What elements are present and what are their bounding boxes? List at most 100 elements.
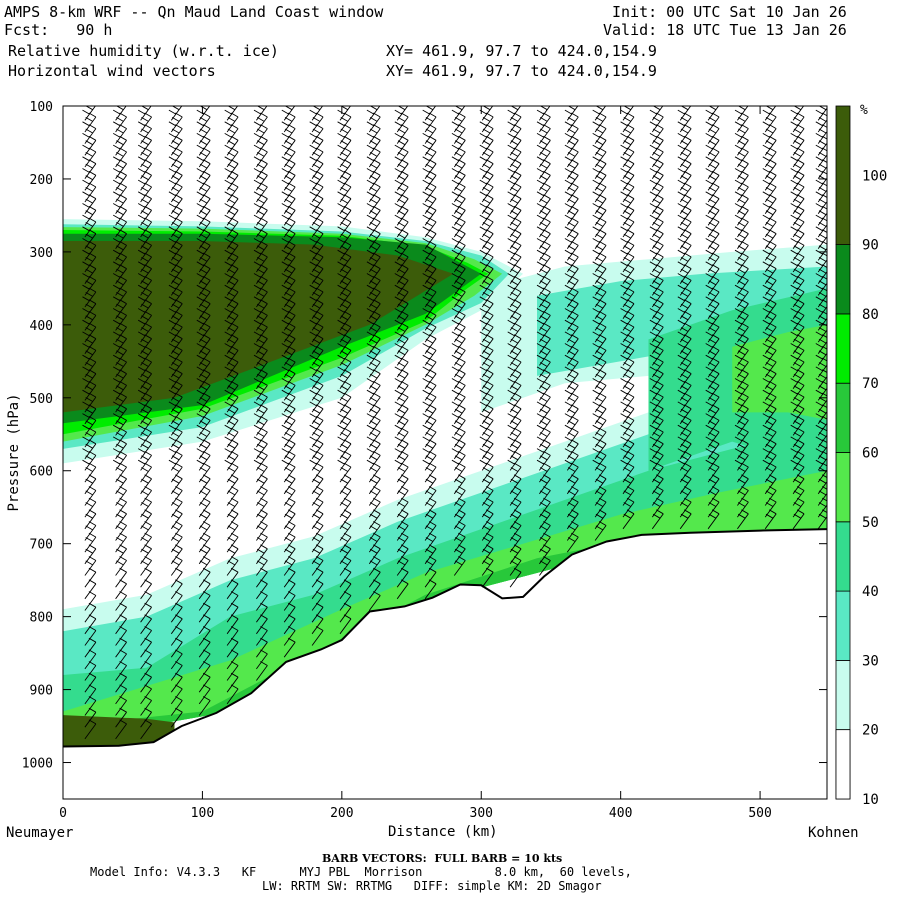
- wind-barb: [649, 392, 664, 413]
- wind-barb: [337, 124, 352, 144]
- wind-barb: [734, 241, 749, 261]
- wind-barb: [140, 614, 152, 635]
- wind-barb: [507, 334, 522, 354]
- wind-barb: [224, 416, 239, 436]
- wind-barb: [396, 579, 409, 600]
- wind-barb: [224, 241, 239, 261]
- wind-barb: [451, 170, 466, 191]
- wind-barb: [394, 229, 409, 249]
- wind-barb: [620, 381, 635, 401]
- wind-barb: [564, 287, 579, 308]
- wind-barb: [253, 346, 268, 366]
- wind-barb: [366, 159, 381, 179]
- wind-barb: [112, 439, 127, 460]
- wind-barb: [790, 194, 805, 214]
- wind-barb: [224, 217, 239, 238]
- barb-note: BARB VECTORS: FULL BARB = 10 kts: [322, 852, 563, 865]
- wind-barb: [792, 509, 805, 530]
- wind-barb: [309, 217, 324, 238]
- wind-barb: [507, 346, 522, 366]
- wind-barb: [196, 451, 211, 471]
- wind-barb: [422, 427, 437, 448]
- wind-barb: [564, 182, 579, 203]
- wind-barb: [168, 287, 183, 308]
- wind-barb: [84, 649, 97, 670]
- wind-barb: [620, 194, 635, 214]
- wind-barb: [198, 684, 211, 705]
- wind-barb: [196, 135, 211, 156]
- wind-barb: [815, 112, 827, 133]
- wind-barb: [762, 147, 777, 168]
- wind-barb: [649, 194, 664, 214]
- wind-barb: [422, 205, 437, 226]
- wind-barb: [309, 182, 324, 203]
- wind-barb: [368, 579, 381, 600]
- wind-barb: [705, 147, 720, 168]
- wind-barb: [790, 159, 805, 179]
- header-init: Init: 00 UTC Sat 10 Jan 26: [612, 3, 847, 21]
- wind-barb: [309, 369, 324, 389]
- wind-barb: [620, 416, 635, 436]
- wind-barb: [705, 334, 720, 354]
- wind-barb: [311, 556, 324, 576]
- wind-barb: [762, 357, 777, 378]
- wind-barb: [196, 112, 211, 133]
- wind-barb: [82, 392, 97, 413]
- wind-barb: [649, 229, 664, 249]
- wind-barb: [451, 229, 466, 249]
- wind-barb: [815, 194, 827, 214]
- wind-barb: [283, 637, 296, 658]
- wind-barb: [168, 369, 183, 389]
- wind-barb: [649, 159, 664, 179]
- wind-barb: [592, 451, 607, 471]
- wind-barb: [309, 264, 324, 284]
- wind-barb: [620, 124, 635, 144]
- wind-barb: [479, 427, 494, 448]
- wind-barb: [479, 217, 494, 238]
- wind-barb: [224, 124, 239, 144]
- colorbar-level: [835, 313, 851, 384]
- wind-barb: [82, 112, 97, 133]
- wind-barb: [564, 451, 579, 471]
- wind-barb: [256, 556, 268, 576]
- wind-barb: [140, 696, 152, 716]
- wind-barb: [422, 369, 437, 389]
- wind-barb: [394, 427, 409, 448]
- wind-barb: [170, 614, 183, 635]
- wind-barb: [115, 684, 127, 705]
- wind-barb: [137, 322, 152, 343]
- wind-barb: [422, 170, 437, 191]
- wind-barb: [394, 147, 409, 168]
- wind-barb: [815, 276, 827, 296]
- wind-barb: [705, 369, 720, 389]
- wind-barb: [734, 135, 749, 156]
- wind-barb: [564, 252, 579, 273]
- wind-barb: [815, 135, 827, 156]
- wind-barb: [536, 451, 551, 471]
- wind-barb: [422, 287, 437, 308]
- wind-barb: [422, 182, 437, 203]
- wind-barb: [507, 205, 522, 226]
- wind-barb: [451, 381, 466, 401]
- wind-barb: [394, 205, 409, 226]
- wind-barb: [253, 357, 268, 378]
- wind-barb: [226, 602, 239, 623]
- wind-barb: [592, 439, 607, 460]
- wind-barb: [677, 135, 692, 156]
- wind-barb: [281, 299, 296, 319]
- wind-barb: [790, 135, 805, 156]
- wind-barb: [366, 264, 381, 284]
- wind-barb: [337, 217, 352, 238]
- wind-barb: [112, 217, 127, 238]
- wind-barb: [677, 124, 692, 144]
- wind-barb: [137, 369, 152, 389]
- wind-barb: [366, 205, 381, 226]
- wind-barb: [734, 264, 749, 284]
- wind-barb: [677, 264, 692, 284]
- wind-barb: [82, 205, 97, 226]
- wind-barb: [337, 334, 352, 354]
- wind-barb: [705, 311, 720, 331]
- wind-barb: [256, 661, 268, 681]
- wind-barb: [82, 439, 97, 460]
- wind-barb: [196, 217, 211, 238]
